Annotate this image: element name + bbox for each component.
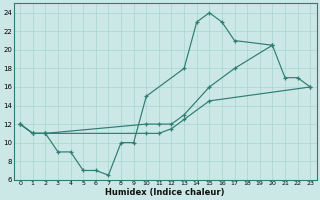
X-axis label: Humidex (Indice chaleur): Humidex (Indice chaleur) [106, 188, 225, 197]
